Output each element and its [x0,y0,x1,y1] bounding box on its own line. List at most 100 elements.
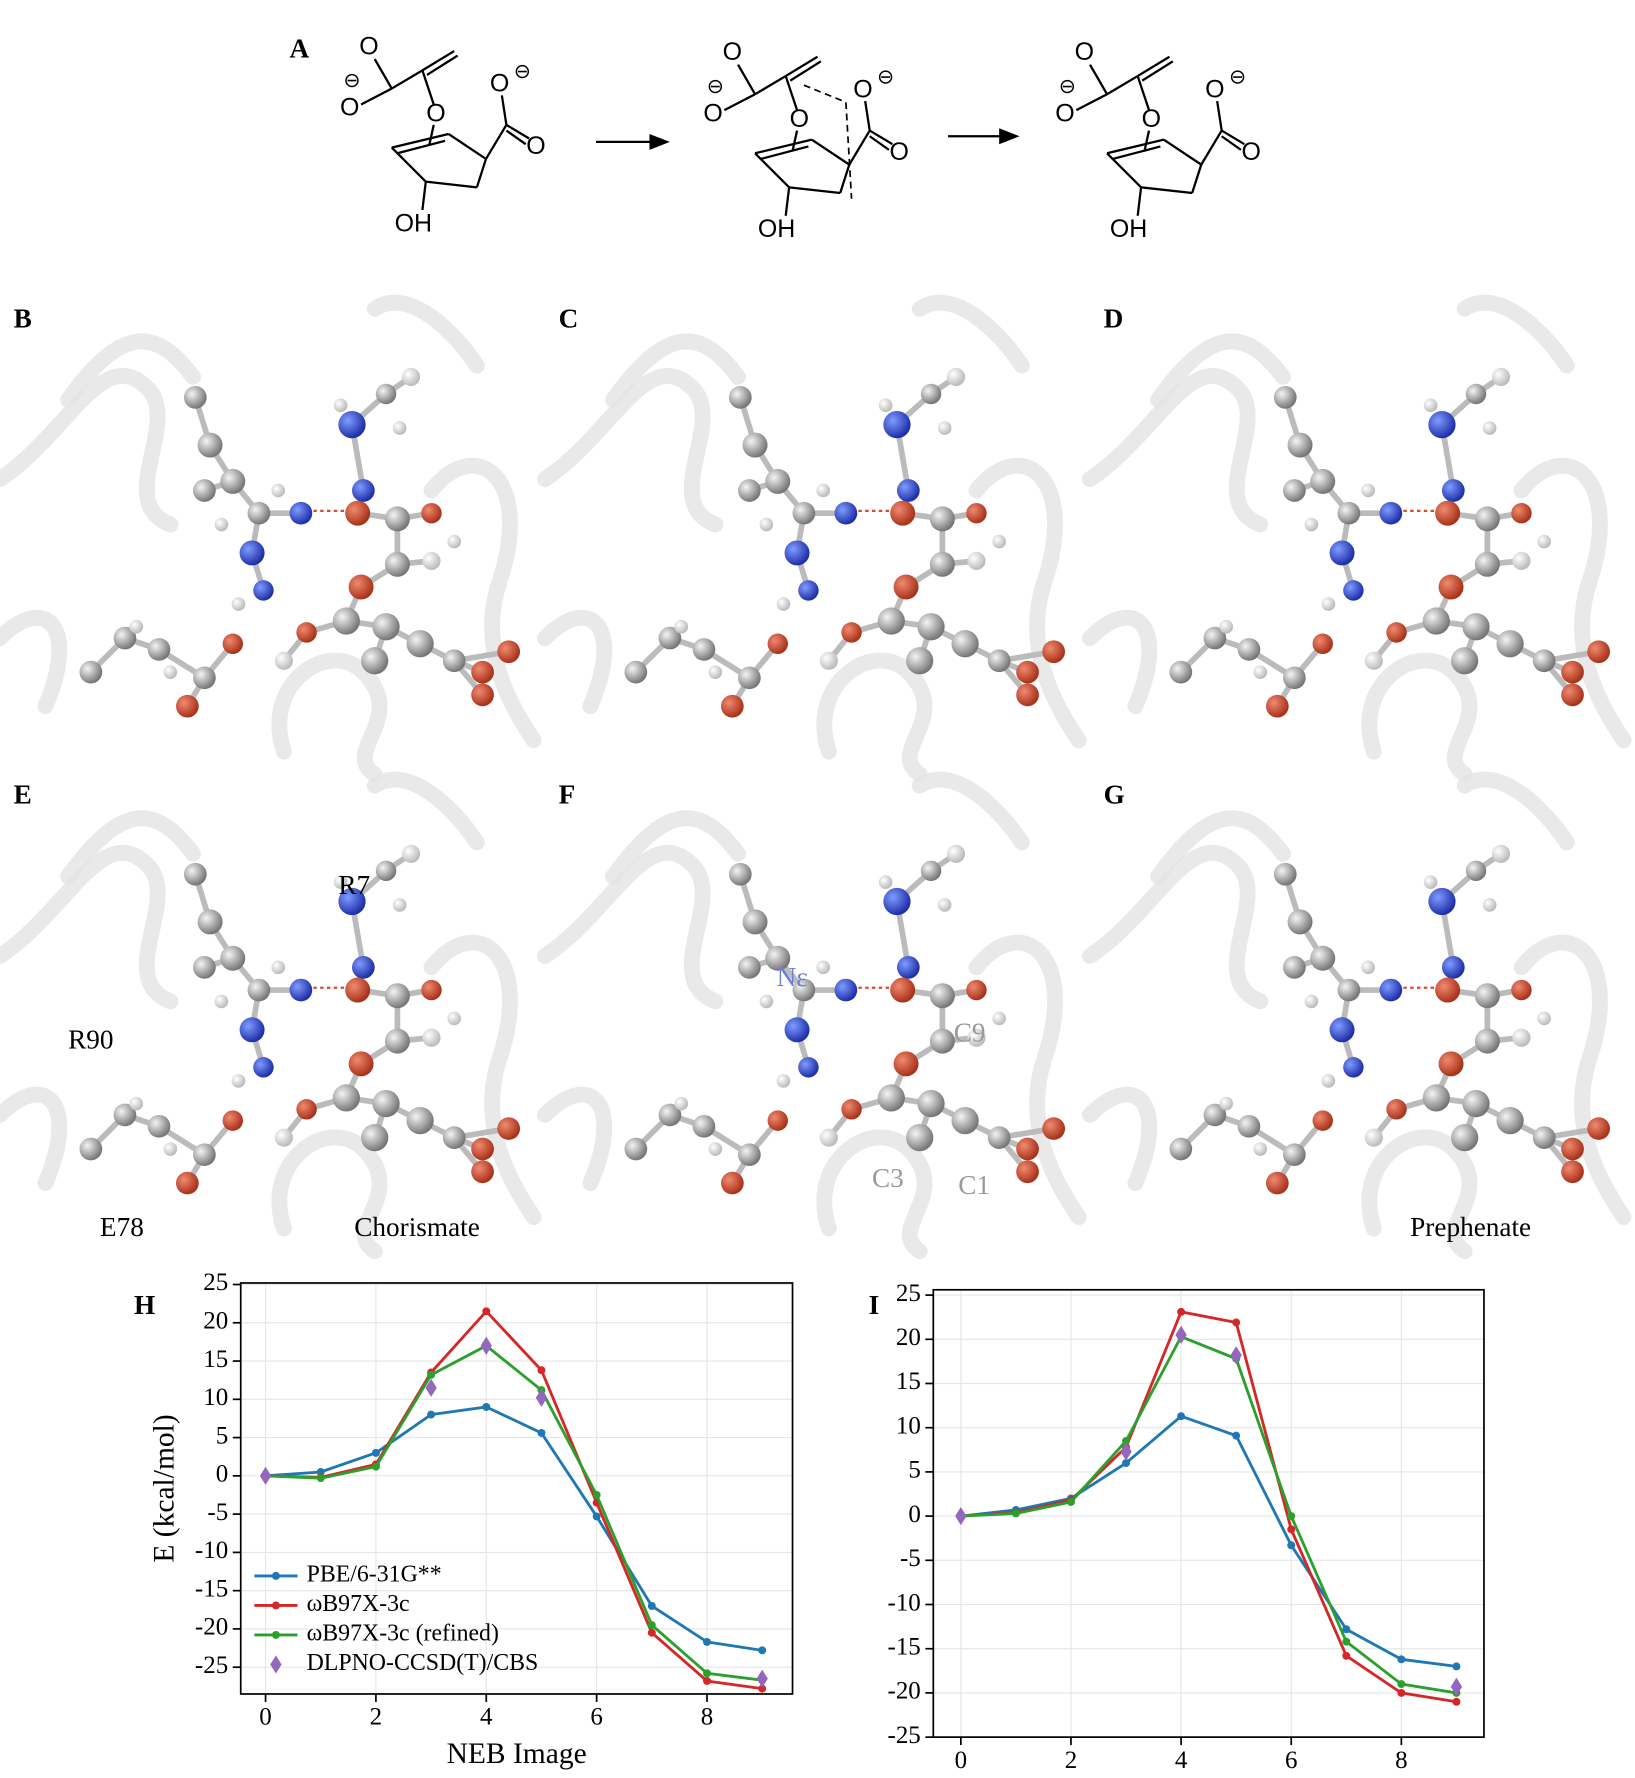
atom [890,977,916,1003]
atom [1329,540,1355,566]
bond [789,60,822,82]
atom [929,1028,955,1054]
bond [754,152,790,189]
atom [951,630,979,658]
atom [239,540,265,566]
ribbon [1082,1086,1158,1192]
ribbon [1456,771,1575,851]
atom [920,383,942,405]
atom [742,432,768,458]
atom [147,1114,171,1138]
atom [271,960,286,975]
bond [1163,138,1202,166]
y-tick-label: 25 [203,1269,228,1296]
molecule-panel [1082,771,1632,1260]
atom [937,898,952,912]
atom [1422,607,1450,635]
atom [471,683,494,707]
atom [176,694,199,718]
point [425,1378,437,1397]
annotation: R90 [68,1025,113,1055]
atom [1273,862,1297,886]
atom [332,607,360,635]
atom [1474,983,1500,1009]
y-tick-label: 15 [896,1368,921,1395]
atom [348,574,374,600]
bond [428,124,435,146]
y-tick-label: -20 [888,1678,921,1705]
atom [720,1171,744,1195]
atom [1438,1051,1464,1077]
bond [1075,93,1108,112]
bond [373,58,393,90]
atom [421,502,442,524]
y-tick-label: 20 [203,1308,228,1335]
atom [1337,978,1361,1002]
bond [784,75,799,111]
y-tick-label: 10 [203,1384,228,1411]
bond [864,100,871,131]
y-tick-label: 0 [216,1461,228,1488]
bond [1106,152,1142,189]
atom [113,626,137,650]
atom [1491,844,1511,863]
atom [987,649,1011,673]
atom [1511,979,1532,1001]
atom [1428,887,1456,916]
atom [421,979,442,1001]
atom [878,398,893,413]
atom [906,647,934,675]
atom [220,945,246,971]
atom [765,945,791,971]
bond [1137,55,1171,78]
atom-label: ⊖ [343,70,360,92]
point [1397,1655,1406,1664]
atom [1441,479,1465,502]
bond [1221,129,1245,146]
bond [1221,135,1242,151]
atom-label: ⊖ [707,76,724,98]
atom [231,1074,246,1088]
x-tick-label: 6 [590,1704,602,1731]
atom [197,432,223,458]
atom-label: O [359,32,378,60]
atom [348,1051,374,1077]
atom [674,1096,689,1111]
ribbon [1361,1129,1478,1260]
bond [1140,186,1193,195]
bond [1136,187,1143,216]
atom [759,517,774,532]
y-tick-label: 15 [203,1346,228,1373]
point [427,1370,436,1379]
atom [720,694,744,718]
atom [967,551,986,570]
point [259,1466,272,1485]
atom [929,551,955,577]
bond [848,129,871,166]
bond [737,64,757,95]
atom [798,580,819,601]
bond [869,129,894,146]
atom [271,483,286,498]
atom [497,640,521,664]
y-tick-label: 0 [908,1501,920,1528]
series-line [265,1405,763,1652]
atom [361,647,389,675]
point [1342,1625,1351,1634]
atom [1561,660,1584,684]
ribbon [1513,934,1632,1226]
atom [1312,633,1333,654]
point [1342,1651,1351,1660]
atom-label: O [340,94,359,122]
atom [1283,479,1306,502]
atom [471,660,494,684]
atom [384,1028,410,1054]
atom [738,955,761,979]
ribbon [1150,333,1291,408]
atom [896,955,920,979]
atom [375,383,397,405]
series-line [960,1334,1457,1695]
atom-label: O [1142,105,1161,133]
annotation: Nε [777,962,808,992]
ribbon [911,294,1030,374]
